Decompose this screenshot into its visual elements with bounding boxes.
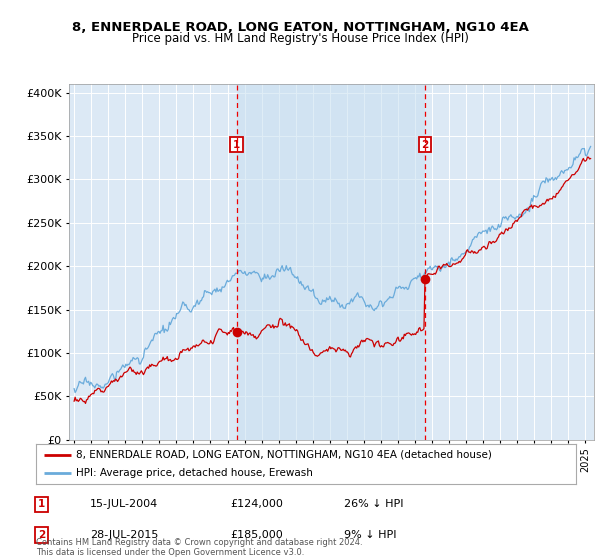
Text: £124,000: £124,000 <box>230 499 283 509</box>
Text: 8, ENNERDALE ROAD, LONG EATON, NOTTINGHAM, NG10 4EA: 8, ENNERDALE ROAD, LONG EATON, NOTTINGHA… <box>71 21 529 34</box>
Text: 26% ↓ HPI: 26% ↓ HPI <box>344 499 403 509</box>
Text: 2: 2 <box>421 139 428 150</box>
Text: 15-JUL-2004: 15-JUL-2004 <box>90 499 158 509</box>
Text: £185,000: £185,000 <box>230 530 283 540</box>
Text: 2: 2 <box>38 530 45 540</box>
Text: HPI: Average price, detached house, Erewash: HPI: Average price, detached house, Erew… <box>77 468 313 478</box>
Text: 1: 1 <box>38 499 45 509</box>
Bar <box>237 84 425 440</box>
Text: 1: 1 <box>233 139 241 150</box>
Text: Contains HM Land Registry data © Crown copyright and database right 2024.
This d: Contains HM Land Registry data © Crown c… <box>36 538 362 557</box>
Text: 28-JUL-2015: 28-JUL-2015 <box>90 530 158 540</box>
Text: Price paid vs. HM Land Registry's House Price Index (HPI): Price paid vs. HM Land Registry's House … <box>131 32 469 45</box>
Text: 9% ↓ HPI: 9% ↓ HPI <box>344 530 396 540</box>
Text: 8, ENNERDALE ROAD, LONG EATON, NOTTINGHAM, NG10 4EA (detached house): 8, ENNERDALE ROAD, LONG EATON, NOTTINGHA… <box>77 450 493 460</box>
